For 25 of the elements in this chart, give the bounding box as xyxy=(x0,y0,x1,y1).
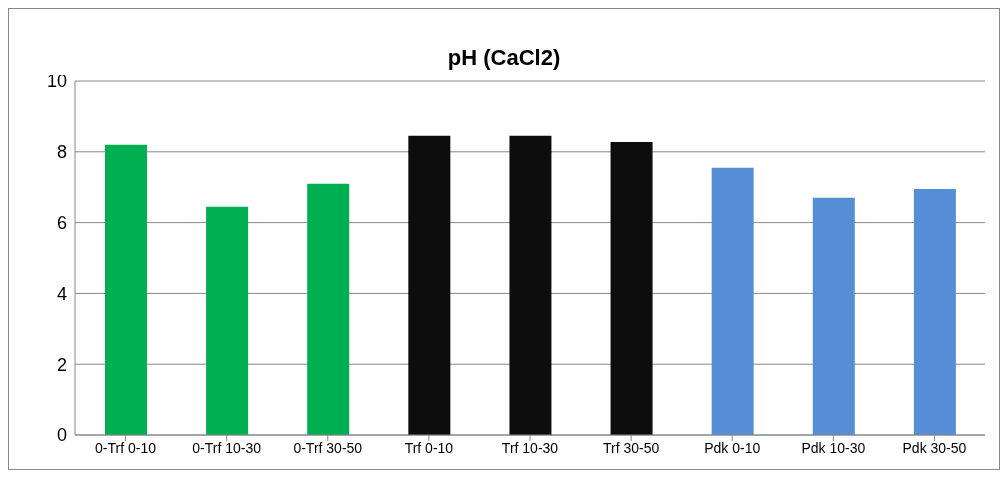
bar xyxy=(711,167,754,435)
bar xyxy=(812,197,855,435)
x-tick-label: Pdk 0-10 xyxy=(704,439,761,456)
bar xyxy=(408,135,451,435)
x-tick-label: Trf 30-50 xyxy=(602,439,660,456)
y-tick-label: 8 xyxy=(56,142,67,163)
y-tick-label: 10 xyxy=(46,71,67,92)
x-tick-label: 0-Trf 0-10 xyxy=(95,439,157,456)
bar xyxy=(105,144,147,435)
y-tick-label: 6 xyxy=(56,212,67,233)
bar xyxy=(610,141,653,435)
bar xyxy=(509,135,552,435)
y-tick-label: 2 xyxy=(56,354,67,375)
y-tick-label: 4 xyxy=(56,283,67,304)
x-tick-label: Pdk 10-30 xyxy=(801,439,866,456)
bar xyxy=(206,206,249,435)
bar xyxy=(913,188,956,435)
bar xyxy=(307,183,350,435)
x-tick-label: Trf 10-30 xyxy=(501,439,559,456)
x-tick-label: Pdk 30-50 xyxy=(902,439,967,456)
x-tick-label: Trf 0-10 xyxy=(404,439,454,456)
y-tick-label: 0 xyxy=(56,425,67,446)
x-tick-label: 0-Trf 10-30 xyxy=(192,439,262,456)
chart-title: pH (CaCl2) xyxy=(447,45,561,70)
x-tick-label: 0-Trf 30-50 xyxy=(293,439,363,456)
